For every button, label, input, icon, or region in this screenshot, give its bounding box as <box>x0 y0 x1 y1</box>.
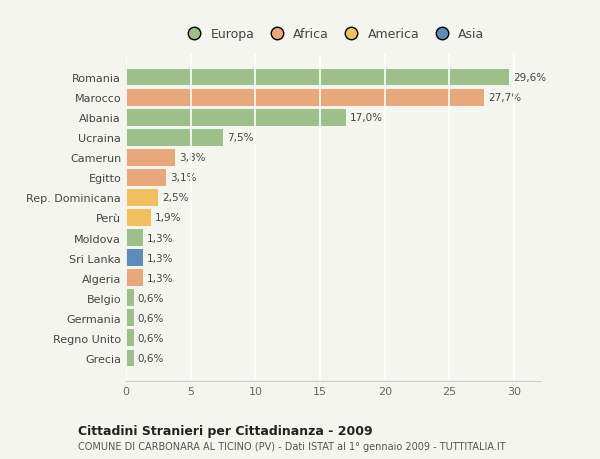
Legend: Europa, Africa, America, Asia: Europa, Africa, America, Asia <box>179 25 487 44</box>
Text: 0,6%: 0,6% <box>137 293 164 303</box>
Bar <box>126 250 143 266</box>
Text: COMUNE DI CARBONARA AL TICINO (PV) - Dati ISTAT al 1° gennaio 2009 - TUTTITALIA.: COMUNE DI CARBONARA AL TICINO (PV) - Dat… <box>78 441 506 451</box>
Text: 0,6%: 0,6% <box>137 333 164 343</box>
Bar <box>126 90 484 106</box>
Bar <box>126 190 158 206</box>
Bar <box>126 330 134 346</box>
Bar <box>126 130 223 146</box>
Text: 17,0%: 17,0% <box>350 113 383 123</box>
Bar <box>126 150 175 166</box>
Bar <box>126 230 143 246</box>
Text: 1,3%: 1,3% <box>146 273 173 283</box>
Bar <box>126 110 346 126</box>
Text: 29,6%: 29,6% <box>513 73 546 83</box>
Text: 3,8%: 3,8% <box>179 153 206 163</box>
Text: 1,3%: 1,3% <box>146 253 173 263</box>
Text: 3,1%: 3,1% <box>170 173 196 183</box>
Bar <box>126 170 166 186</box>
Text: Cittadini Stranieri per Cittadinanza - 2009: Cittadini Stranieri per Cittadinanza - 2… <box>78 424 373 437</box>
Text: 0,6%: 0,6% <box>137 313 164 323</box>
Bar <box>126 310 134 326</box>
Text: 0,6%: 0,6% <box>137 353 164 363</box>
Bar <box>126 270 143 286</box>
Text: 1,3%: 1,3% <box>146 233 173 243</box>
Text: 7,5%: 7,5% <box>227 133 253 143</box>
Text: 1,9%: 1,9% <box>154 213 181 223</box>
Bar <box>126 70 509 86</box>
Bar <box>126 210 151 226</box>
Bar <box>126 290 134 306</box>
Text: 27,7%: 27,7% <box>488 93 521 103</box>
Bar <box>126 350 134 366</box>
Text: 2,5%: 2,5% <box>162 193 189 203</box>
